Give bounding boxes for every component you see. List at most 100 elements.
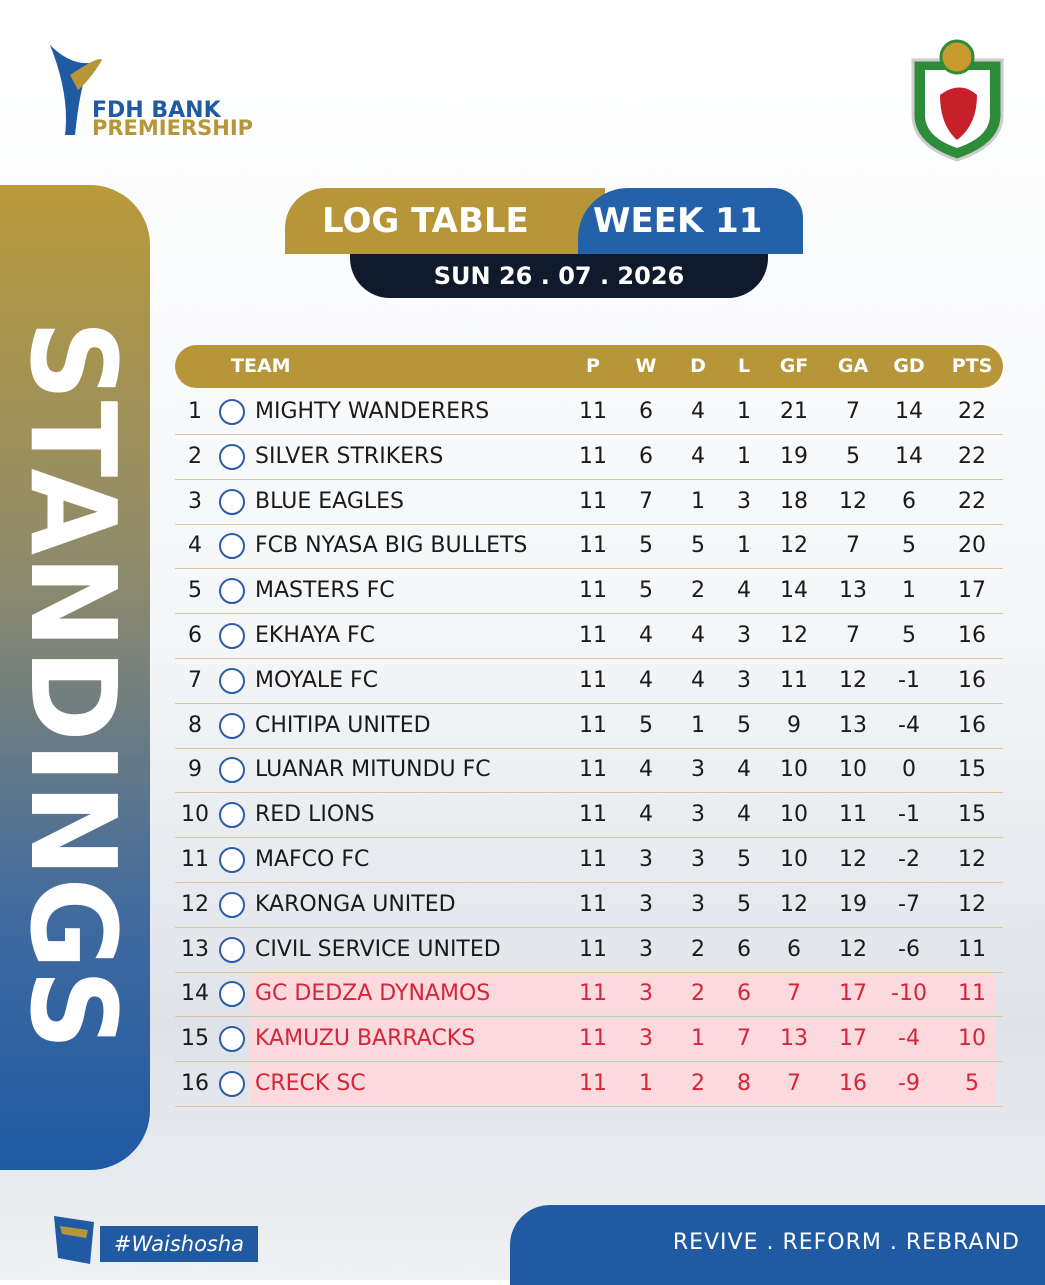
stat: 7 xyxy=(846,399,860,424)
stat: 1 xyxy=(691,1026,705,1052)
stat: -7 xyxy=(898,891,920,917)
stat: 3 xyxy=(737,667,751,693)
team-name: MIGHTY WANDERERS xyxy=(255,399,490,424)
stat: -6 xyxy=(898,936,920,962)
team-logo xyxy=(219,891,245,918)
date: SUN 26 . 07 . 2026 xyxy=(350,254,768,298)
stat: 10 xyxy=(839,757,867,783)
team-name: MASTERS FC xyxy=(255,578,395,604)
stat: 2 xyxy=(691,578,705,604)
stat: 16 xyxy=(958,623,986,648)
stat: 19 xyxy=(839,891,867,917)
stat: 4 xyxy=(737,802,751,828)
column-header: W xyxy=(635,355,657,377)
league-crest xyxy=(911,39,1004,162)
stat: 4 xyxy=(639,757,653,783)
team-logo xyxy=(219,1071,245,1097)
stat: 3 xyxy=(639,891,653,917)
team-name: CHITIPA UNITED xyxy=(255,712,431,738)
stat: 22 xyxy=(958,488,986,514)
stat: 11 xyxy=(579,847,607,872)
team-name: KARONGA UNITED xyxy=(255,891,456,917)
stat: 5 xyxy=(902,533,916,559)
stat: 6 xyxy=(902,488,916,514)
stat: 11 xyxy=(579,1071,607,1096)
stat: 11 xyxy=(780,667,808,693)
stat: 13 xyxy=(839,712,867,738)
position: 3 xyxy=(188,488,202,514)
position: 12 xyxy=(181,891,209,917)
stat: 11 xyxy=(579,667,607,693)
side-title: STANDINGS xyxy=(4,320,142,1050)
table-row: 13 CIVIL SERVICE UNITED 11 3 2 6 6 12 -6 11 xyxy=(175,928,1003,973)
stat: 15 xyxy=(958,802,986,828)
stat: 1 xyxy=(691,712,705,738)
stat: 3 xyxy=(691,802,705,828)
brand-line2: PREMIERSHIP xyxy=(92,116,253,140)
position: 14 xyxy=(181,981,209,1007)
column-header: L xyxy=(737,355,751,377)
footer-logo xyxy=(54,1216,94,1264)
stat: 20 xyxy=(958,533,986,559)
stat: 3 xyxy=(691,891,705,917)
table-row: 8 CHITIPA UNITED 11 5 1 5 9 13 -4 16 xyxy=(175,704,1003,749)
position: 6 xyxy=(188,623,202,648)
side-title-svg: STANDINGS xyxy=(4,320,142,1050)
stat: 5 xyxy=(965,1071,979,1096)
stat: 4 xyxy=(691,443,705,469)
stat: 4 xyxy=(737,757,751,783)
stat: 7 xyxy=(639,488,653,514)
stat: 3 xyxy=(691,757,705,783)
position: 10 xyxy=(181,802,209,828)
stat: 13 xyxy=(780,1026,808,1052)
stat: 6 xyxy=(737,981,751,1007)
stat: 1 xyxy=(737,443,751,469)
stat: 12 xyxy=(780,623,808,648)
stat: 3 xyxy=(639,981,653,1007)
stat: 11 xyxy=(579,891,607,917)
stat: 11 xyxy=(579,757,607,783)
stat: 5 xyxy=(737,712,751,738)
team-name: LUANAR MITUNDU FC xyxy=(255,757,491,783)
stat: 4 xyxy=(691,667,705,693)
stat: 3 xyxy=(639,1026,653,1052)
table-row: 7 MOYALE FC 11 4 4 3 11 12 -1 16 xyxy=(175,659,1003,704)
stat: 0 xyxy=(902,757,916,783)
position: 11 xyxy=(181,847,209,872)
stat: 7 xyxy=(787,1071,801,1096)
stat: 5 xyxy=(639,578,653,604)
stat: 5 xyxy=(737,891,751,917)
stat: 11 xyxy=(579,578,607,604)
team-logo xyxy=(219,981,245,1008)
stat: 11 xyxy=(579,399,607,424)
team-logo xyxy=(219,399,245,425)
table-row: 12 KARONGA UNITED 11 3 3 5 12 19 -7 12 xyxy=(175,883,1003,928)
stat: 7 xyxy=(846,623,860,648)
stat: 6 xyxy=(787,936,801,962)
team-logo xyxy=(219,623,245,649)
position: 5 xyxy=(188,578,202,604)
brand-line1: FDH BANK xyxy=(92,98,222,123)
stat: 4 xyxy=(639,802,653,828)
stat: 5 xyxy=(737,847,751,872)
table-row: 11 MAFCO FC 11 3 3 5 10 12 -2 12 xyxy=(175,838,1003,883)
position: 4 xyxy=(188,533,202,559)
stat: -4 xyxy=(898,1026,920,1052)
stat: 14 xyxy=(895,399,923,424)
stat: 22 xyxy=(958,443,986,469)
stat: 2 xyxy=(691,981,705,1007)
stat: 1 xyxy=(691,488,705,514)
stat: 5 xyxy=(639,712,653,738)
stat: 4 xyxy=(639,667,653,693)
stat: 16 xyxy=(839,1071,867,1096)
team-logo xyxy=(219,443,245,470)
stat: 3 xyxy=(737,488,751,514)
stat: 7 xyxy=(737,1026,751,1052)
position: 9 xyxy=(188,757,202,783)
stat: 3 xyxy=(639,847,653,872)
stat: 3 xyxy=(691,847,705,872)
stat: 6 xyxy=(639,399,653,424)
team-logo xyxy=(219,578,245,605)
team-logo xyxy=(219,936,245,963)
